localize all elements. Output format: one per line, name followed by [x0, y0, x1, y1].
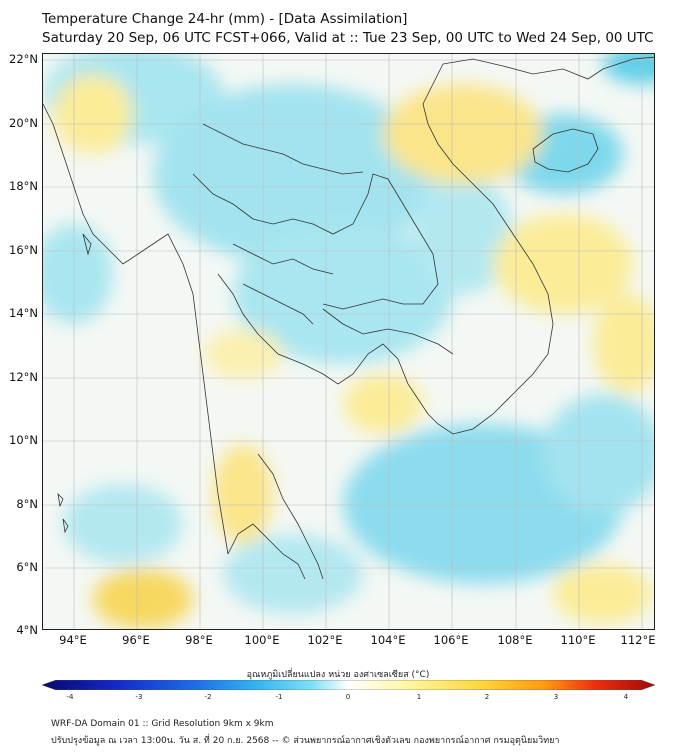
footer-model-info: WRF-DA Domain 01 :: Grid Resolution 9km … — [51, 719, 274, 729]
colorbar-tick: -4 — [66, 693, 74, 701]
lat-label-10n: 10°N — [9, 433, 38, 447]
lat-label-14n: 14°N — [9, 306, 38, 320]
graticule — [43, 54, 654, 629]
lon-label-104e: 104°E — [370, 633, 406, 647]
lon-label-106e: 106°E — [433, 633, 469, 647]
title-block: Temperature Change 24-hr (mm) - [Data As… — [42, 10, 654, 48]
colorbar-tick: 1 — [416, 693, 422, 701]
colorbar-tick: -1 — [275, 693, 283, 701]
map-subtitle: Saturday 20 Sep, 06 UTC FCST+066, Valid … — [42, 30, 654, 46]
lon-label-98e: 98°E — [185, 633, 213, 647]
map-panel — [42, 53, 655, 630]
lon-label-108e: 108°E — [497, 633, 533, 647]
lon-label-96e: 96°E — [122, 633, 150, 647]
anomaly-field — [43, 54, 654, 629]
colorbar-tick: 0 — [345, 693, 351, 701]
lon-label-100e: 100°E — [244, 633, 280, 647]
lat-label-16n: 16°N — [9, 243, 38, 257]
colorbar-ramp — [42, 680, 655, 690]
lat-label-12n: 12°N — [9, 370, 38, 384]
lon-label-94e: 94°E — [59, 633, 87, 647]
lat-label-18n: 18°N — [9, 179, 38, 193]
colorbar-tick: 3 — [553, 693, 559, 701]
lat-label-6n: 6°N — [16, 560, 38, 574]
colorbar-tick: -3 — [135, 693, 143, 701]
lat-label-8n: 8°N — [16, 497, 38, 511]
colorbar-tick: 4 — [623, 693, 629, 701]
coastlines-borders — [43, 56, 654, 580]
lat-label-20n: 20°N — [9, 116, 38, 130]
lat-label-22n: 22°N — [9, 52, 38, 66]
lon-label-102e: 102°E — [307, 633, 343, 647]
lon-label-110e: 110°E — [560, 633, 596, 647]
colorbar-tick: -2 — [204, 693, 212, 701]
map-canvas — [43, 54, 654, 629]
colorbar-tick: 2 — [484, 693, 490, 701]
lon-label-112e: 112°E — [620, 633, 656, 647]
colorbar — [42, 680, 655, 690]
footer-credit: ปรับปรุงข้อมูล ณ เวลา 13:00น. วัน ส. ที่… — [51, 736, 560, 746]
colorbar-title: อุณหภูมิเปลี่ยนแปลง หน่วย องศาเซลเซียส (… — [246, 670, 430, 680]
lat-label-4n: 4°N — [16, 623, 38, 637]
map-title: Temperature Change 24-hr (mm) - [Data As… — [42, 11, 408, 27]
